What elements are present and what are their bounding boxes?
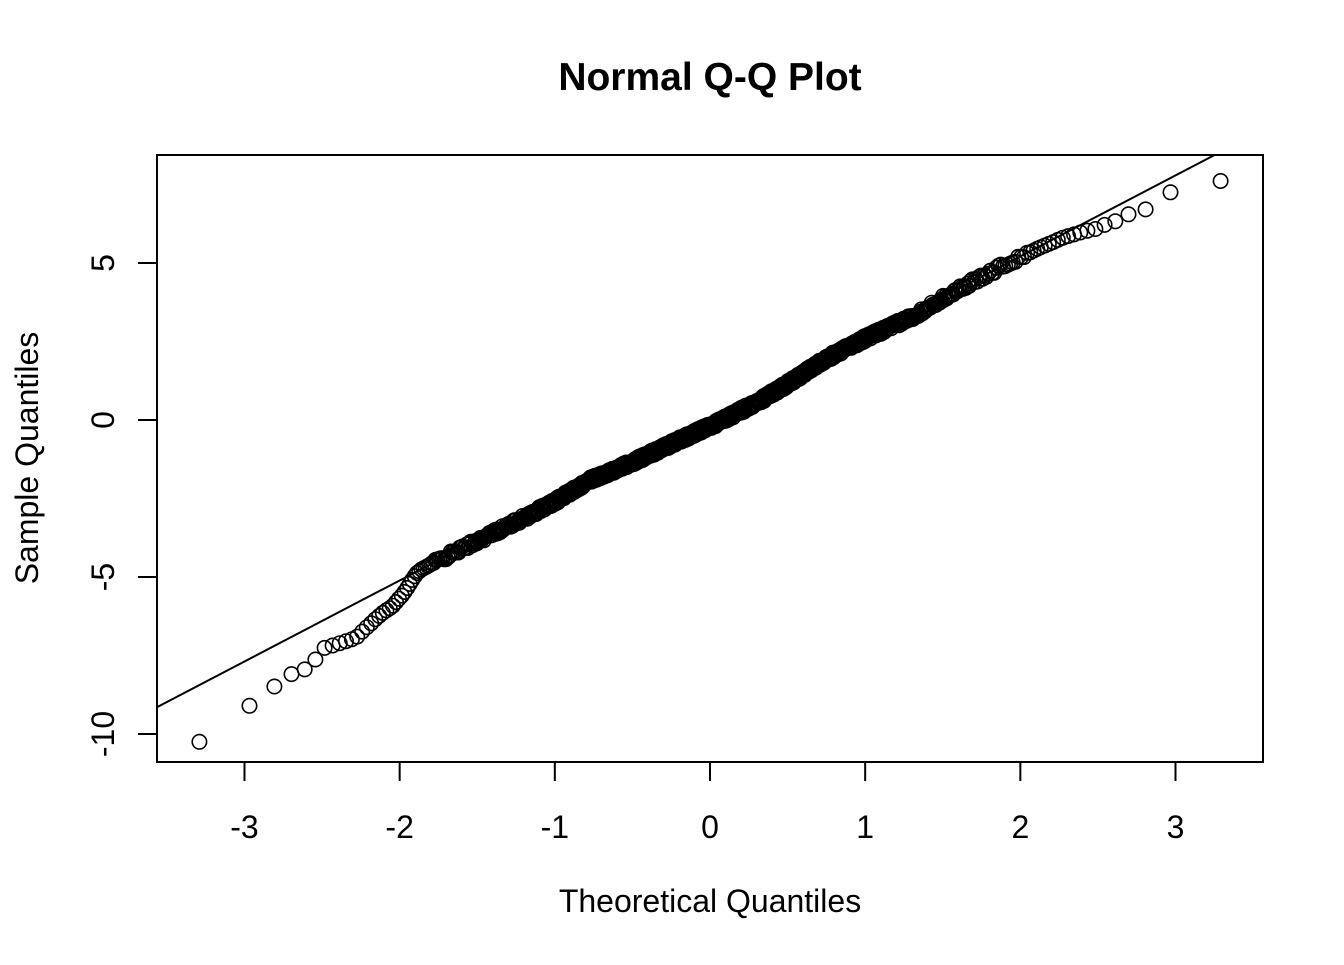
y-tick-label: -10	[85, 711, 121, 757]
data-point	[1162, 184, 1179, 201]
x-axis-ticks: -3 -2 -1 0 1 2 3	[230, 762, 1184, 845]
data-point	[1096, 216, 1113, 233]
data-points	[191, 173, 1229, 750]
x-tick-label: 1	[856, 809, 874, 845]
y-axis-ticks: -10 -5 0 5	[85, 254, 157, 757]
x-axis-label: Theoretical Quantiles	[559, 883, 861, 919]
data-point	[1120, 206, 1137, 223]
y-tick-label: -5	[85, 563, 121, 591]
data-point	[1079, 222, 1096, 239]
data-point	[266, 678, 283, 695]
data-point	[349, 628, 366, 645]
data-point	[354, 623, 371, 640]
data-point	[401, 575, 418, 592]
data-point	[331, 635, 348, 652]
data-point	[241, 697, 258, 714]
y-tick-label: 5	[85, 254, 121, 272]
x-tick-label: -1	[541, 809, 569, 845]
data-point	[1087, 221, 1104, 238]
data-point	[191, 733, 208, 750]
x-tick-label: 0	[701, 809, 719, 845]
x-tick-label: 2	[1011, 809, 1029, 845]
y-tick-label: 0	[85, 411, 121, 429]
data-point	[1060, 228, 1077, 245]
data-point	[381, 600, 398, 617]
y-axis-label: Sample Quantiles	[9, 332, 45, 585]
data-point	[358, 619, 375, 636]
data-point	[1212, 173, 1229, 190]
x-tick-label: 3	[1167, 809, 1185, 845]
data-point	[396, 583, 413, 600]
x-tick-label: -3	[230, 809, 258, 845]
plot-box	[156, 154, 1264, 763]
data-point	[399, 579, 416, 596]
data-point	[1072, 224, 1089, 241]
x-tick-label: -2	[385, 809, 413, 845]
data-point	[283, 666, 300, 683]
data-point	[307, 651, 324, 668]
data-point	[296, 661, 313, 678]
plot-title: Normal Q-Q Plot	[558, 56, 861, 99]
data-point	[959, 275, 976, 292]
data-point	[1137, 201, 1154, 218]
data-point	[316, 639, 333, 656]
data-point	[1107, 213, 1124, 230]
